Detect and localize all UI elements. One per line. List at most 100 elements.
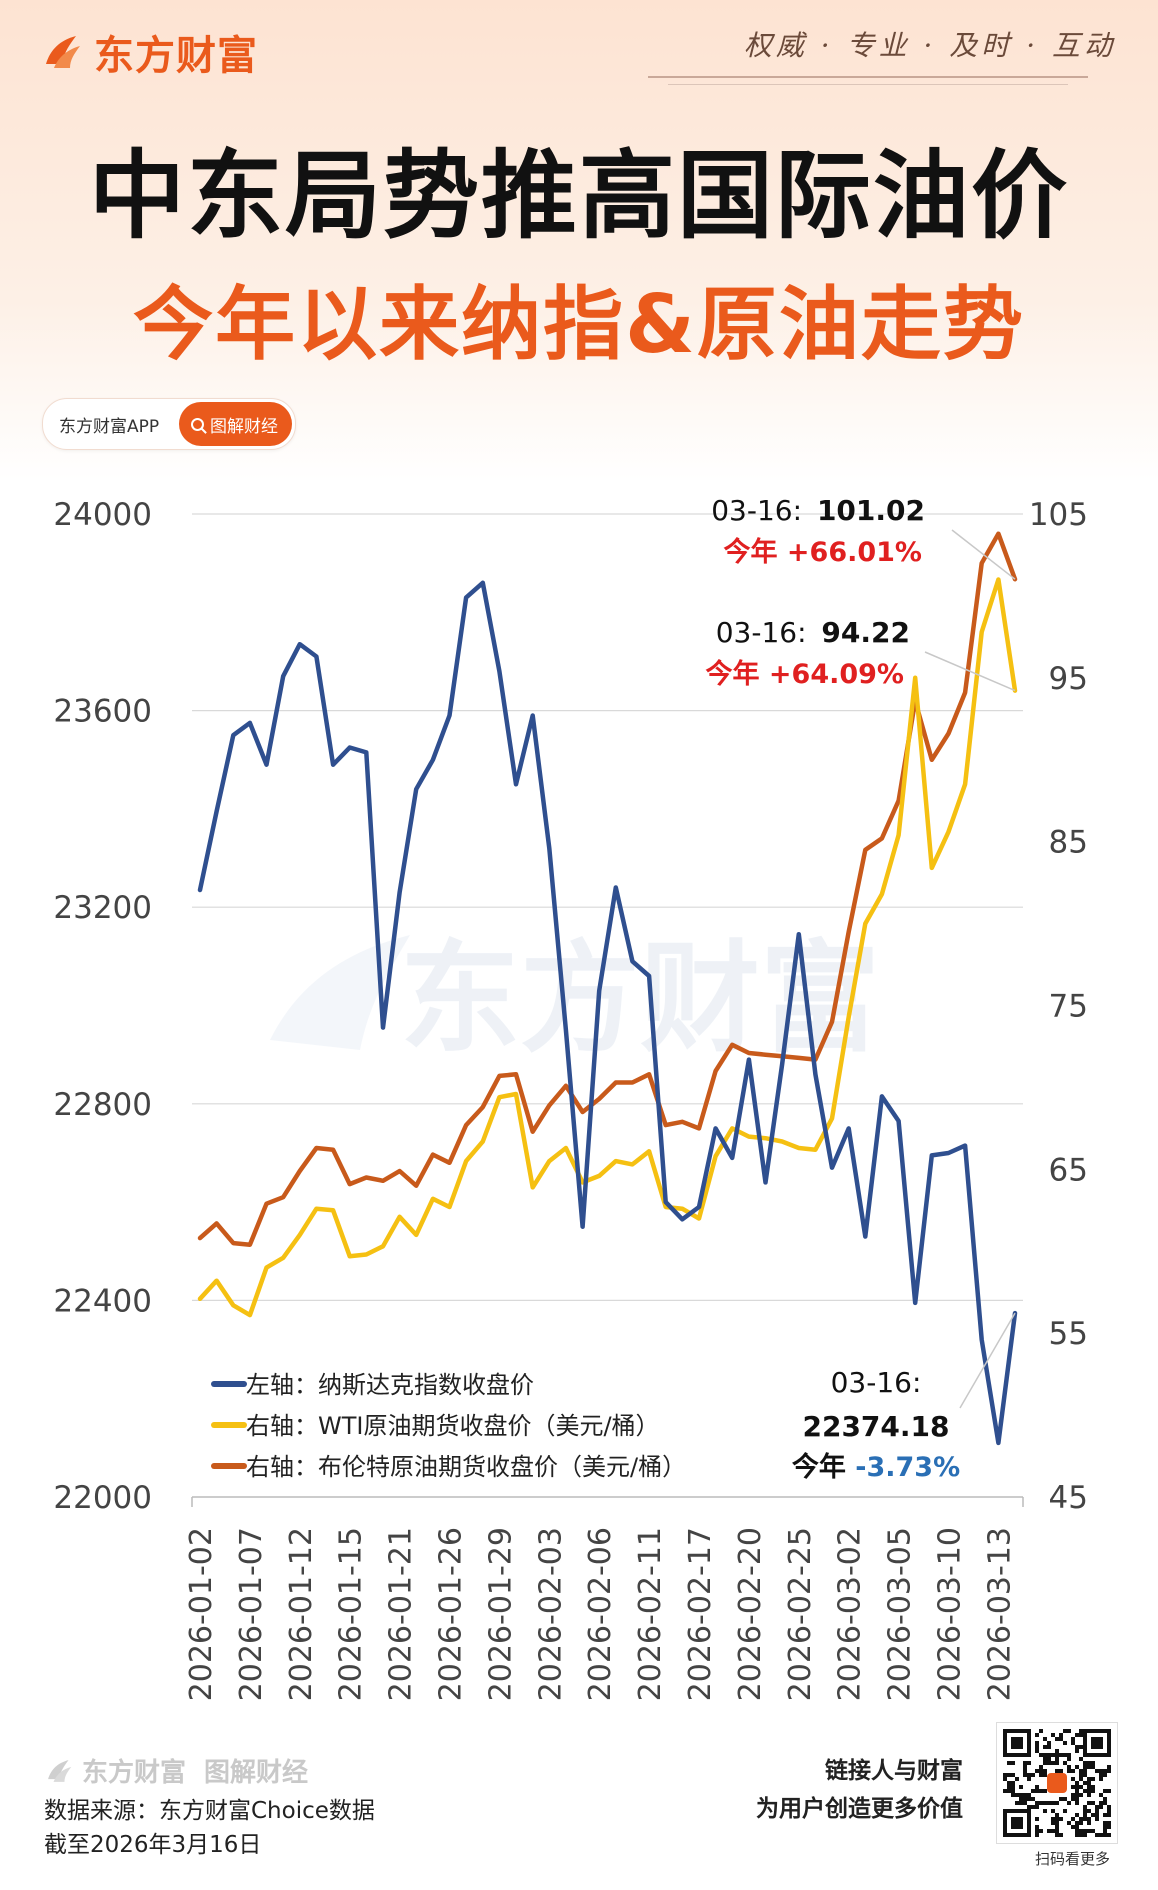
qr-module [1067, 1757, 1071, 1761]
qr-module [1007, 1773, 1011, 1777]
qr-code-icon[interactable] [996, 1722, 1118, 1844]
qr-module [1027, 1761, 1031, 1765]
qr-module [1047, 1753, 1051, 1757]
app-label: 东方财富APP [59, 416, 160, 437]
qr-module [1095, 1769, 1099, 1773]
qr-center-logo-icon [1047, 1773, 1067, 1793]
annotation-brent: 03-16: 101.02 今年 +66.01% [711, 494, 925, 568]
qr-module [1075, 1825, 1079, 1829]
svg-text:03-16: 94.22: 03-16: 94.22 [716, 616, 910, 649]
qr-module [1099, 1793, 1103, 1797]
qr-module [1087, 1809, 1091, 1813]
x-tick-label: 2026-02-06 [583, 1527, 618, 1701]
qr-module [1083, 1773, 1087, 1777]
qr-module [1047, 1829, 1051, 1833]
qr-module [1023, 1769, 1027, 1773]
qr-module [1055, 1817, 1059, 1821]
annotation-leaders [924, 529, 1016, 1409]
slogan-divider [668, 84, 1068, 85]
qr-module [1047, 1757, 1051, 1761]
annotation-date: 03-16: [831, 1366, 922, 1399]
qr-module [1083, 1805, 1087, 1809]
qr-module [1047, 1801, 1051, 1805]
qr-module [1107, 1833, 1111, 1837]
qr-module [1047, 1745, 1051, 1749]
section-label: 图解财经 [210, 416, 278, 437]
qr-module [1103, 1801, 1107, 1805]
annotation-leader-line [951, 529, 1016, 580]
footer-slogan-line1: 链接人与财富 [825, 1758, 963, 1784]
qr-module [1043, 1745, 1047, 1749]
series-line-2 [197, 531, 1018, 1247]
qr-module [1091, 1761, 1095, 1765]
qr-module [1035, 1733, 1039, 1737]
qr-module [1019, 1793, 1023, 1797]
qr-module [1071, 1769, 1075, 1773]
qr-module [1039, 1801, 1043, 1805]
footer-slogan: 链接人与财富 为用户创造更多价值 [756, 1752, 963, 1828]
qr-module [1007, 1761, 1011, 1765]
app-tag[interactable]: 东方财富APP 图解财经 [42, 398, 296, 450]
qr-module [1035, 1745, 1039, 1749]
qr-module [1059, 1817, 1063, 1821]
qr-module [1055, 1753, 1059, 1757]
qr-module [1071, 1741, 1075, 1745]
qr-module [1043, 1769, 1047, 1773]
qr-module [1011, 1789, 1015, 1793]
qr-module [1079, 1793, 1083, 1797]
qr-finder [1091, 1737, 1103, 1749]
qr-module [1099, 1777, 1103, 1781]
watermark-logo-icon [270, 935, 410, 1050]
qr-module [1047, 1741, 1051, 1745]
svg-text:今年 +64.09%: 今年 +64.09% [706, 658, 905, 690]
qr-module [1099, 1833, 1103, 1837]
qr-module [1059, 1797, 1063, 1801]
qr-module [1055, 1801, 1059, 1805]
qr-module [1103, 1825, 1107, 1829]
right-tick-label: 45 [1049, 1480, 1088, 1516]
annotation-nasdaq: 03-16: 22374.18 今年 -3.73% [792, 1366, 960, 1483]
header-slogan: 权威 · 专业 · 及时 · 互动 [743, 29, 1116, 62]
qr-module [1043, 1789, 1047, 1793]
left-tick-label: 24000 [53, 497, 152, 533]
footer-brand: 东方财富 图解财经 [44, 1752, 308, 1789]
qr-module [1027, 1805, 1031, 1809]
legend-item-wti: 右轴：WTI原油期货收盘价（美元/桶） [211, 1412, 660, 1440]
right-tick-label: 105 [1029, 497, 1088, 533]
x-tick-label: 2026-01-26 [433, 1527, 468, 1701]
qr-module [1051, 1733, 1055, 1737]
qr-module [1007, 1781, 1011, 1785]
qr-module [1103, 1829, 1107, 1833]
qr-module [1075, 1829, 1079, 1833]
qr-module [1083, 1765, 1087, 1769]
qr-module [1103, 1833, 1107, 1837]
qr-module [1043, 1773, 1047, 1777]
search-icon [191, 417, 204, 431]
qr-module [1031, 1773, 1035, 1777]
qr-module [1079, 1829, 1083, 1833]
right-tick-label: 55 [1049, 1316, 1088, 1352]
section-button[interactable]: 图解财经 [179, 402, 292, 446]
qr-module [1027, 1797, 1031, 1801]
qr-module [1055, 1821, 1059, 1825]
annotation-value: 22374.18 [802, 1410, 949, 1443]
qr-module [1051, 1809, 1055, 1813]
qr-module [1071, 1825, 1075, 1829]
qr-module [1055, 1829, 1059, 1833]
qr-module [1075, 1797, 1079, 1801]
qr-module [1075, 1789, 1079, 1793]
annotation-change-label: 今年 [792, 1451, 846, 1483]
qr-module [1055, 1761, 1059, 1765]
x-tick-label: 2026-03-13 [982, 1527, 1017, 1701]
qr-module [1075, 1833, 1079, 1837]
qr-module [1023, 1801, 1027, 1805]
qr-module [1071, 1737, 1075, 1741]
qr-module [1023, 1773, 1027, 1777]
qr-module [1067, 1821, 1071, 1825]
qr-module [1039, 1789, 1043, 1793]
qr-module [1087, 1817, 1091, 1821]
qr-module [1019, 1797, 1023, 1801]
qr-module [1027, 1773, 1031, 1777]
qr-module [1011, 1781, 1015, 1785]
qr-module [1083, 1809, 1087, 1813]
